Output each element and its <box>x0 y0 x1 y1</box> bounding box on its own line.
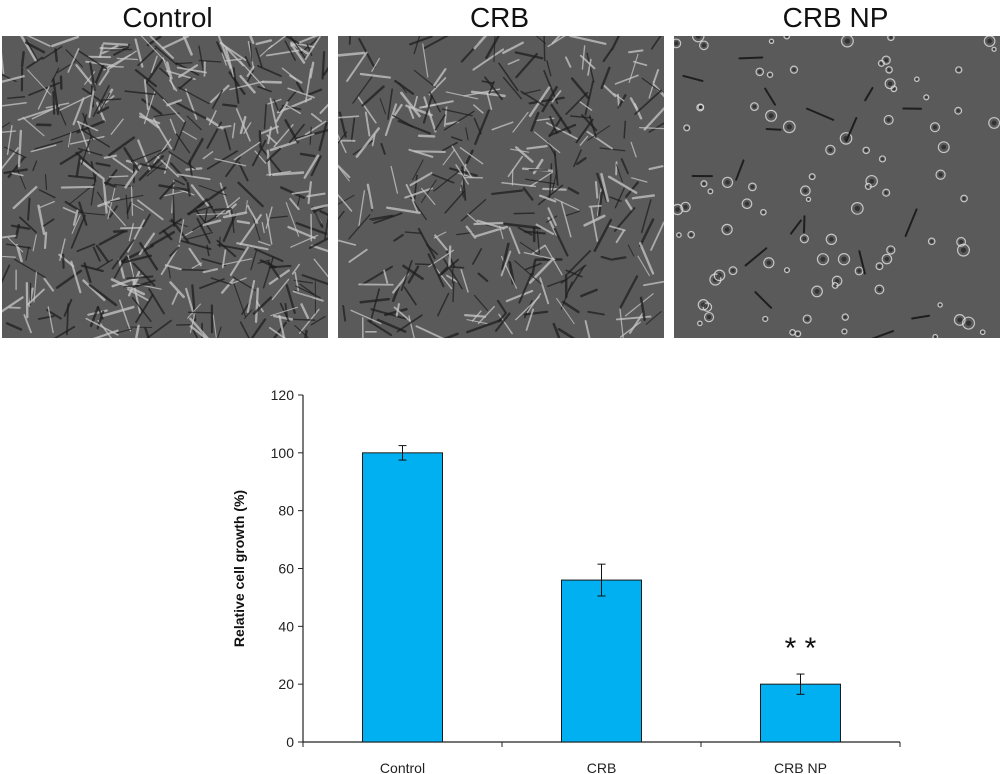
bar-crb <box>561 579 642 743</box>
error-bar <box>597 563 606 597</box>
significance-marker: * * <box>785 632 817 665</box>
micrograph-crb <box>338 36 664 338</box>
panel-title-crb: CRB <box>469 2 530 33</box>
micrograph-crb-np <box>674 36 1000 338</box>
y-tick-label: 0 <box>286 734 294 750</box>
x-tick-label: CRB <box>587 760 617 774</box>
panel-title-control: Control <box>122 2 213 33</box>
x-tick-label: CRB NP <box>774 760 827 774</box>
error-bar <box>796 673 805 695</box>
y-tick-label: 100 <box>271 445 295 461</box>
x-tick-label: Control <box>380 760 425 774</box>
y-tick-label: 60 <box>278 561 294 577</box>
bar-control <box>362 452 443 743</box>
error-bar <box>398 445 407 461</box>
y-tick-label: 120 <box>271 387 295 403</box>
micrograph-control <box>2 36 328 338</box>
panel-title-crb-np: CRB NP <box>782 2 889 33</box>
y-axis-label: Relative cell growth (%) <box>231 490 247 647</box>
y-tick-label: 80 <box>278 503 294 519</box>
y-tick-label: 20 <box>278 676 294 692</box>
y-tick-label: 40 <box>278 618 294 634</box>
